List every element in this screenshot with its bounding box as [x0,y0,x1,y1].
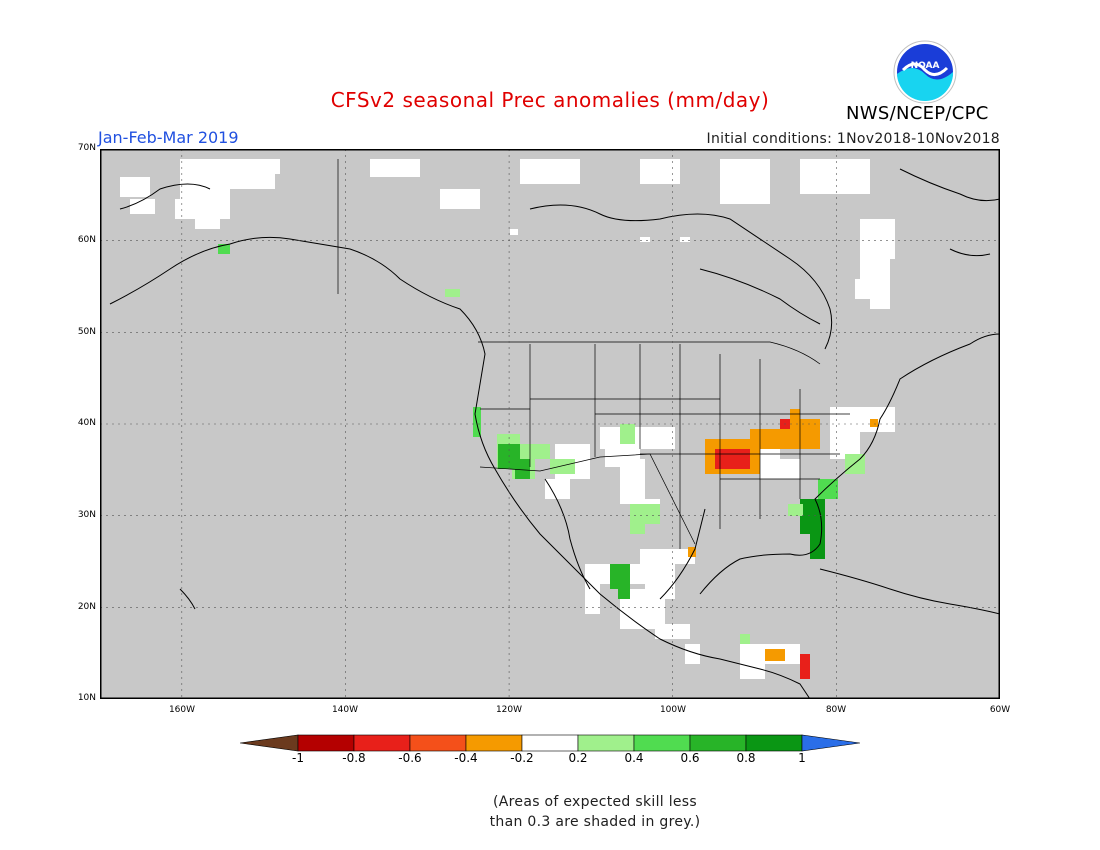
forecast-period: Jan-Feb-Mar 2019 [98,128,239,147]
lon-label-80w: 80W [825,705,847,715]
map-frame [100,149,1000,699]
skill-note: (Areas of expected skill less than 0.3 a… [460,792,730,832]
skill-note-line1: (Areas of expected skill less [493,794,697,810]
logo-text: NOAA [911,61,940,71]
legend-box [745,734,803,752]
legend-box [409,734,467,752]
skill-note-line2: than 0.3 are shaded in grey.) [489,814,701,830]
legend-tick-label: -0.4 [454,751,478,765]
lat-label-40n: 40N [77,418,96,428]
lat-label-20n: 20N [77,602,96,612]
legend-box [353,734,411,752]
lon-label-160w: 160W [168,705,196,715]
lat-label-30n: 30N [77,510,96,520]
near-normal-areas [120,159,895,679]
legend-tick-label: 0.8 [736,751,756,765]
political-borders [337,159,850,549]
legend-tick-label: 0.6 [680,751,700,765]
legend-box [577,734,635,752]
lat-label-50n: 50N [77,327,96,337]
lon-label-140w: 140W [331,705,359,715]
chart-title: CFSv2 seasonal Prec anomalies (mm/day) [330,88,770,112]
lon-label-60w: 60W [989,705,1011,715]
coastlines [109,168,1000,699]
legend-box [465,734,523,752]
legend-tick-label: -1 [292,751,304,765]
legend-box [689,734,747,752]
legend-tick-label: 1 [798,751,806,765]
legend-tick-label: -0.6 [398,751,422,765]
legend-box [297,734,355,752]
legend-box [521,734,579,752]
lon-label-100w: 100W [659,705,687,715]
lat-label-10n: 10N [77,693,96,703]
wet-anomaly-areas [218,244,865,644]
initial-conditions: Initial conditions: 1Nov2018-10Nov2018 [706,131,1000,147]
legend-tick-label: -0.8 [342,751,366,765]
lon-label-120w: 120W [495,705,523,715]
legend-arrow-low [240,734,299,752]
lat-label-70n: 70N [77,143,96,153]
legend-tick-label: -0.2 [510,751,534,765]
legend-box [633,734,691,752]
anomaly-map [100,149,1000,699]
graticule [100,149,1000,699]
agency-label: NWS/NCEP/CPC [846,103,989,124]
legend-tick-label: 0.4 [624,751,644,765]
legend-arrow-high [801,734,860,752]
lat-label-60n: 60N [77,235,96,245]
color-legend [240,734,860,752]
legend-tick-label: 0.2 [568,751,588,765]
noaa-logo-icon: NOAA [893,40,957,104]
